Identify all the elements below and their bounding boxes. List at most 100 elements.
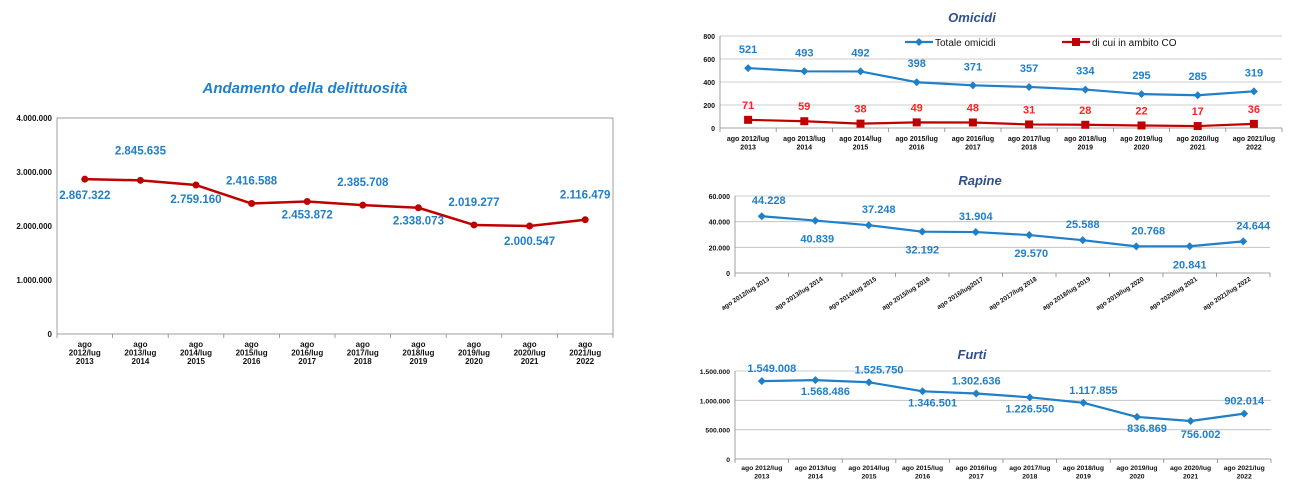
x-tick-label-line: ago 2018/lug [1064, 136, 1106, 143]
x-tick-label-line: ago [356, 340, 370, 349]
data-point [192, 181, 200, 189]
x-tick-label: ago 2016/lug 2017 [291, 340, 323, 366]
x-tick-label: ago 2017/lug 2018 [1009, 465, 1050, 481]
legend-label: di cui in ambito CO [1092, 38, 1177, 49]
data-point [800, 67, 809, 76]
data-label: 2.759.160 [170, 194, 221, 206]
chart-title: Furti [958, 347, 987, 362]
series-path [761, 379, 1245, 423]
x-tick-label-line: 2020 [1129, 474, 1144, 481]
data-label: 1.549.008 [747, 363, 796, 375]
x-tick-label: ago 2015/lug 2016 [881, 276, 932, 312]
x-tick-label-line: 2021 [521, 357, 539, 366]
x-tick-label-line: ago [133, 340, 147, 349]
x-tick-label-line: ago 2020/lug [1176, 136, 1218, 143]
x-tick-label: ago 2013/lug 2014 [783, 136, 825, 152]
x-tick-label: ago 2012/lug 2013 [69, 340, 101, 366]
x-tick-label-line: ago 2017/lug [1008, 136, 1050, 143]
data-label: 40.839 [800, 234, 834, 246]
x-tick-label-line: ago 2016/lug [956, 465, 997, 472]
x-tick-label-line: ago 2014/lug [839, 136, 881, 143]
data-point [470, 221, 478, 229]
legend-label: Totale omicidi [935, 38, 996, 49]
y-tick-label: 0 [48, 330, 53, 339]
x-tick-label: ago 2019/lug 2020 [1095, 276, 1146, 312]
x-tick-label: ago 2014/lug 2015 [180, 340, 212, 366]
data-point [1240, 409, 1249, 418]
x-tick-label: ago 2018/lug 2019 [1064, 136, 1106, 152]
data-point [1133, 412, 1141, 421]
x-tick-label-line: 2021 [1190, 145, 1206, 152]
x-tick-label-line: ago [578, 340, 592, 349]
x-tick-label: ago 2013/lug 2014 [774, 276, 825, 312]
chart-title: Omicidi [948, 10, 996, 25]
x-tick-label: ago 2019/lug 2020 [1116, 465, 1157, 481]
x-tick-label-line: ago 2019/lug [1120, 136, 1162, 143]
x-tick-label-line: 2015 [187, 357, 205, 366]
data-point [864, 221, 873, 230]
x-tick-label: ago 2021/lug 2022 [1233, 136, 1275, 152]
series-line: 71 59 38 49 48 31 28 22 17 36 [742, 100, 1260, 131]
y-tick-label: 200 [703, 103, 715, 110]
data-label: 44.228 [752, 195, 786, 207]
x-tick-label-line: ago 2019/lug [1116, 465, 1157, 472]
x-tick-label-line: 2018 [1021, 145, 1037, 152]
x-tick-label-line: ago 2015/lug [895, 136, 937, 143]
y-tick-label: 40.000 [709, 220, 731, 227]
x-tick-label-line: 2018/lug [402, 349, 434, 358]
data-point [1079, 398, 1088, 407]
x-tick-label: ago 2012/lug 2013 [741, 465, 782, 481]
x-tick-label: ago 2013/lug 2014 [124, 340, 156, 366]
data-label: 2.845.635 [115, 145, 167, 157]
data-label: 295 [1132, 70, 1150, 82]
data-point [526, 222, 534, 230]
x-tick-label-line: ago [189, 340, 203, 349]
data-point [918, 227, 927, 236]
x-tick-label: ago 2020/lug 2021 [514, 340, 546, 366]
data-point [81, 175, 89, 183]
data-point [856, 67, 865, 76]
data-point [1137, 121, 1146, 130]
data-label: 28 [1079, 105, 1091, 117]
data-label: 398 [908, 58, 926, 70]
series-path [748, 66, 1254, 97]
x-tick-label-line: 2017 [969, 474, 984, 481]
series-line: 44.228 40.839 37.248 32.192 31.904 29.570 25.5… [752, 195, 1271, 271]
data-point [136, 176, 144, 184]
series-path [761, 215, 1244, 248]
x-tick-label-line: ago 2016/lug [952, 136, 994, 143]
data-point [1132, 242, 1141, 251]
x-tick-label: ago 2019/lug 2020 [1120, 136, 1162, 152]
data-point [1239, 237, 1248, 246]
y-tick-label: 4.000.000 [16, 114, 52, 123]
y-tick-label: 0 [711, 126, 715, 133]
data-label: 48 [967, 102, 979, 114]
x-tick-label: ago 2021/lug 2022 [1202, 276, 1253, 312]
data-label: 1.568.486 [801, 386, 850, 398]
data-label: 31 [1023, 104, 1035, 116]
x-tick-label-line: ago [411, 340, 425, 349]
x-tick-label-line: 2015/lug [236, 349, 268, 358]
data-label: 285 [1189, 71, 1207, 83]
data-point [1081, 85, 1090, 94]
x-tick-label-line: ago 2020/lug [1170, 465, 1211, 472]
data-label: 836.869 [1127, 423, 1167, 435]
x-tick-label-line: ago 2015/lug [902, 465, 943, 472]
x-tick-label-line: ago [300, 340, 314, 349]
y-tick-label: 20.000 [709, 245, 731, 252]
x-tick-label-line: 2020 [465, 357, 483, 366]
data-label: 493 [795, 47, 813, 59]
data-point [856, 119, 865, 128]
x-tick-label-line: 2019 [1078, 145, 1094, 152]
data-point [414, 204, 422, 212]
x-tick-label: ago 2016/lug2017 [936, 276, 985, 311]
y-tick-label: 2.000.000 [16, 222, 52, 231]
x-tick-label-line: ago [522, 340, 536, 349]
x-tick-label-line: ago 2013/lug [795, 465, 836, 472]
x-tick-label: ago 2017/lug 2018 [1008, 136, 1050, 152]
data-label: 1.525.750 [855, 364, 904, 376]
x-tick-label: ago 2016/lug 2017 [956, 465, 997, 481]
legend-swatch-marker [1072, 38, 1080, 46]
x-tick-label: ago 2021/lug 2022 [1224, 465, 1265, 481]
x-tick-label-line: 2020/lug [514, 349, 546, 358]
